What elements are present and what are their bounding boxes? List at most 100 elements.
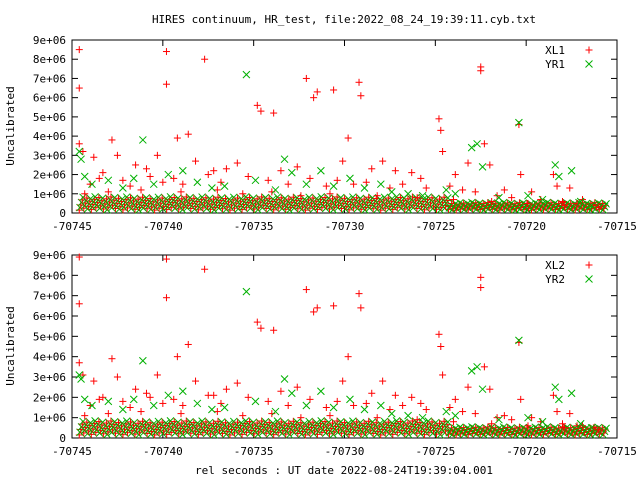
baseline-point-red (190, 194, 198, 202)
x-tick-label: -70720 (506, 220, 546, 233)
baseline-point-red (83, 418, 91, 426)
baseline-point-red (436, 195, 444, 203)
data-point-xl1 (210, 167, 218, 175)
data-point-xl1 (417, 174, 425, 182)
data-point-xl1 (471, 188, 479, 196)
baseline-point-red (365, 193, 373, 201)
data-point-xl1 (560, 201, 568, 209)
y-tick-label: 9e+06 (33, 249, 66, 262)
x-tick-label: -70715 (597, 220, 637, 233)
data-point-yr1 (242, 70, 251, 79)
data-point-xl2 (399, 401, 407, 409)
baseline-point-red (202, 194, 210, 202)
x-tick-label: -70735 (234, 220, 274, 233)
series-xl1 (75, 46, 603, 211)
data-point-xl2 (95, 395, 103, 403)
data-point-xl1 (408, 169, 416, 177)
data-point-xl2 (162, 294, 170, 302)
data-point-yr2 (442, 407, 451, 416)
data-point-yr2 (576, 419, 585, 428)
data-point-xl2 (213, 408, 221, 416)
baseline-point-red (353, 418, 361, 426)
baseline-point-red (333, 193, 341, 201)
data-point-xl1 (553, 182, 561, 190)
baseline-band (75, 192, 610, 214)
data-point-yr2 (376, 401, 385, 410)
data-point-xl2 (293, 383, 301, 391)
data-point-xl1 (450, 196, 457, 204)
baseline-point-red (139, 417, 147, 425)
baseline-point-red (384, 418, 392, 426)
data-point-yr1 (576, 197, 585, 206)
data-point-xl1 (162, 48, 170, 56)
plot-area-bottom: 0 1e+06 2e+06 3e+06 4e+06 5e+06 6e+06 7e+06 8e+0… (33, 249, 637, 458)
baseline-point-red (102, 195, 110, 203)
y-tick-label: 2e+06 (33, 169, 66, 182)
data-point-xl2 (146, 393, 154, 401)
data-point-xl2 (75, 300, 83, 308)
data-point-xl1 (293, 163, 301, 171)
data-point-yr1 (587, 201, 596, 210)
baseline-point-red (404, 419, 412, 427)
data-point-xl1 (435, 115, 443, 123)
data-point-xl1 (99, 169, 107, 177)
baseline-band (75, 417, 610, 439)
data-point-xl1 (253, 101, 261, 109)
data-point-xl1 (595, 203, 603, 211)
data-point-yr1 (538, 195, 547, 204)
data-point-yr1 (302, 180, 311, 189)
data-point-xl1 (177, 188, 185, 196)
baseline-point-red (114, 194, 122, 202)
data-point-xl1 (213, 186, 221, 194)
data-point-yr2 (104, 397, 113, 406)
baseline-point-red (127, 418, 135, 426)
data-point-xl2 (126, 404, 134, 411)
data-point-xl2 (508, 416, 516, 424)
data-point-xl1 (217, 178, 225, 186)
data-point-yr2 (418, 413, 427, 422)
data-point-yr2 (193, 399, 202, 408)
data-point-xl2 (192, 377, 200, 385)
data-point-yr1 (551, 161, 560, 169)
panel-bottom: Uncalibrated 0 1e+06 2e+06 3e+06 4e+06 5e+06 6… (4, 249, 637, 458)
data-point-yr2 (138, 356, 147, 365)
data-point-xl2 (179, 401, 187, 409)
data-point-xl2 (524, 422, 532, 430)
data-point-yr2 (567, 389, 576, 398)
baseline-point-red (384, 194, 392, 202)
baseline-point-red (95, 193, 103, 201)
data-point-xl2 (119, 397, 127, 405)
baseline-point-red (178, 419, 186, 427)
data-point-xl2 (313, 304, 321, 312)
data-point-yr2 (551, 383, 560, 392)
data-point-yr2 (404, 411, 412, 420)
baseline-point-red (221, 419, 229, 427)
baseline-point-red (428, 418, 436, 426)
baseline-point-red (309, 418, 317, 426)
data-point-xl1 (333, 176, 341, 184)
baseline-point-red (436, 419, 444, 427)
data-point-yr1 (129, 174, 138, 183)
y-tick-label: 6e+06 (33, 310, 66, 323)
data-point-yr1 (77, 155, 85, 164)
data-point-yr2 (80, 395, 89, 404)
data-point-yr2 (538, 417, 547, 426)
data-point-xl1 (326, 190, 334, 198)
data-point-xl2 (170, 395, 178, 403)
data-point-xl2 (277, 387, 285, 395)
data-point-yr1 (473, 139, 481, 148)
data-point-xl1 (75, 84, 83, 92)
data-point-xl1 (297, 192, 305, 200)
y-tick-label: 0 (59, 432, 66, 445)
baseline-point-red (408, 417, 416, 425)
data-point-yr1 (418, 191, 427, 200)
data-point-xl2 (268, 410, 276, 418)
y-tick-label: 0 (59, 207, 66, 220)
data-point-xl2 (244, 393, 252, 401)
x-tick-label: -70740 (143, 220, 183, 233)
data-point-xl2 (162, 255, 170, 263)
data-point-xl1 (357, 92, 365, 100)
y-tick-label: 3e+06 (33, 371, 66, 384)
data-point-xl1 (524, 199, 532, 207)
data-point-xl2 (459, 408, 467, 416)
